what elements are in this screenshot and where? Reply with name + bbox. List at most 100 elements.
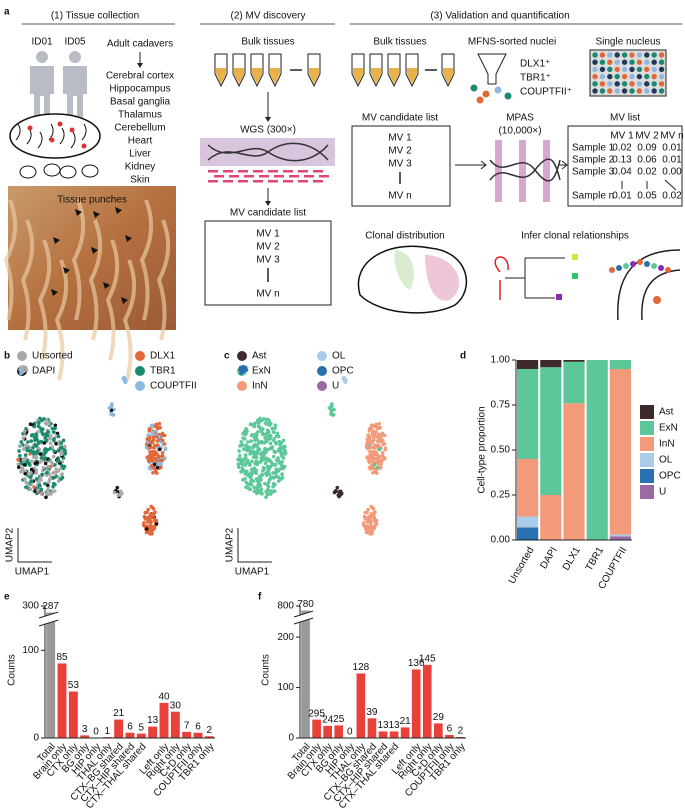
umap-point [338,489,343,494]
umap-point [380,458,385,463]
well [621,66,628,73]
umap-point [34,471,38,475]
bar-segment [563,361,585,404]
arrow-head [265,201,271,206]
umap-point [271,484,275,489]
umap-point [247,472,251,477]
umap-point [148,467,153,471]
umap-point [147,437,152,441]
label: 300 [22,601,39,612]
label: 39 [366,707,378,718]
umap-point [376,461,381,466]
umap-point [257,483,262,488]
well [592,73,598,80]
umap-point [258,452,263,456]
tube-content [216,68,226,84]
umap-point [39,439,44,444]
well [607,52,613,58]
umap-point [16,457,20,462]
sample-dot [81,143,87,149]
umap-point [380,453,385,458]
umap-point [243,453,248,457]
well [658,73,665,80]
bar-segment [563,360,585,362]
label: 0 [347,727,353,738]
well [629,66,635,73]
umap-point [55,459,60,463]
bar [114,719,124,738]
umap-point [367,437,372,441]
umap-point [30,459,34,464]
umap-point [32,485,36,489]
umap-point [373,510,377,514]
umap-point [58,445,63,450]
umap-point [374,521,379,526]
umap-point [366,507,370,512]
umap-point [28,475,33,479]
well [592,59,598,65]
umap-point [162,433,167,438]
umap-point [147,445,152,450]
umap-point [367,427,372,431]
bar [334,725,344,738]
umap-point [150,453,154,458]
umap-point [371,435,376,440]
umap-point [266,464,270,469]
umap-point [271,481,276,486]
read [223,180,233,183]
read [259,175,269,178]
read [208,180,218,183]
well [607,73,613,80]
umap-point [53,423,58,428]
clone [572,254,578,260]
umap-point [18,443,23,448]
bar-segment [609,536,631,540]
legend-marker [135,351,145,361]
label: OL [659,455,673,466]
umap-point [118,489,123,494]
umap-point [151,430,155,434]
bar-segment [540,367,562,495]
label: b [4,351,10,362]
umap-point [377,434,381,439]
umap-point [161,438,165,443]
umap-point [239,371,243,376]
umap-point [371,432,376,437]
cell [616,265,622,271]
umap-point [366,433,371,437]
bar [356,673,366,738]
label: Sample 1 [572,143,615,154]
umap-point [147,514,152,519]
umap-point [278,445,283,450]
umap-point [250,459,254,464]
gyrus [156,219,171,341]
umap-point [30,433,35,437]
umap-point [241,458,245,462]
read [319,175,329,178]
label: MV 1 [256,229,280,240]
umap-point [50,445,55,449]
label: ID01 [31,37,53,48]
well [636,88,643,94]
umap-point [39,478,43,482]
umap-point [20,366,25,371]
umap-point [20,466,25,471]
label: Skin [130,175,149,186]
well [651,66,657,73]
label: InN [252,381,268,392]
cortex-arc [617,249,681,321]
read [253,180,263,183]
well [621,52,628,58]
umap-point [47,477,52,482]
person-body [63,66,87,118]
umap-point [249,479,253,483]
label: 0.02 [612,143,632,154]
read [238,170,248,173]
umap-point [16,462,21,466]
bar [422,664,432,738]
umap-point [31,446,35,450]
well [592,52,598,58]
umap-point [123,380,128,385]
umap-point [252,424,257,429]
bar [136,733,146,738]
